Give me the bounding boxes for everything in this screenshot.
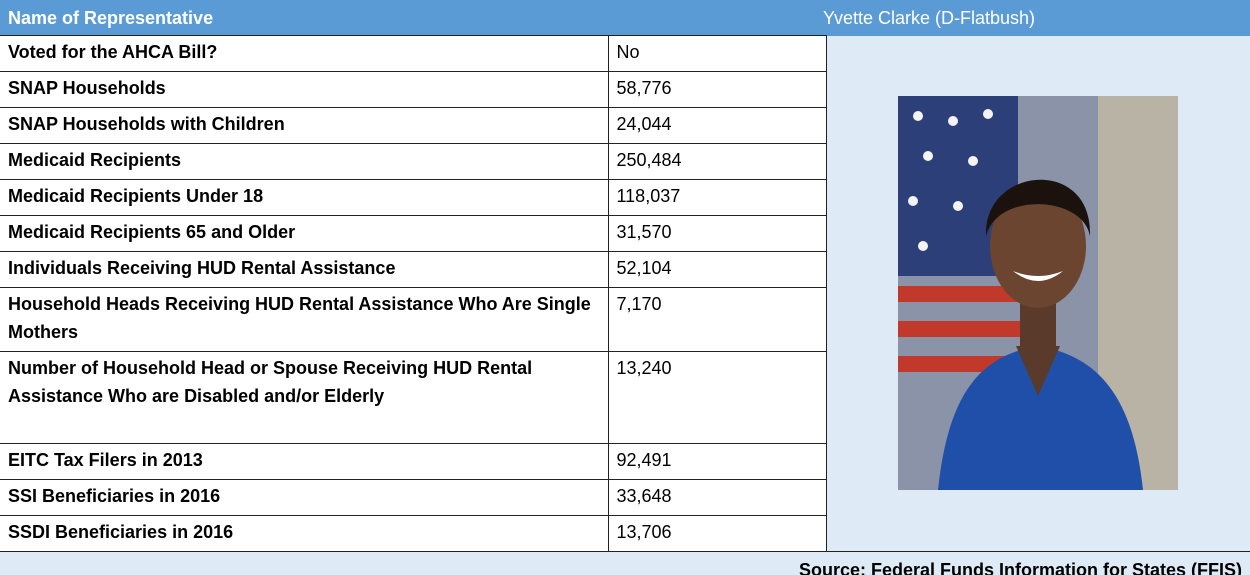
- row-value: 31,570: [607, 215, 827, 252]
- row-label: Medicaid Recipients: [0, 143, 609, 180]
- row-label: Medicaid Recipients 65 and Older: [0, 215, 609, 252]
- row-label: Voted for the AHCA Bill?: [0, 35, 609, 72]
- row-label: Individuals Receiving HUD Rental Assista…: [0, 251, 609, 288]
- row-value: 52,104: [607, 251, 827, 288]
- table-row: Medicaid Recipients Under 18 118,037: [0, 179, 1250, 216]
- table-row: Household Heads Receiving HUD Rental Ass…: [0, 287, 1250, 352]
- table-row: SNAP Households with Children 24,044: [0, 107, 1250, 144]
- row-value: 250,484: [607, 143, 827, 180]
- header-label: Name of Representative: [0, 0, 608, 36]
- table-row: SSDI Beneficiaries in 2016 13,706: [0, 515, 1250, 552]
- row-label: SNAP Households: [0, 71, 609, 108]
- table-row: Voted for the AHCA Bill? No: [0, 35, 1250, 552]
- source-row: Source: Federal Funds Information for St…: [0, 551, 1250, 575]
- row-label: SNAP Households with Children: [0, 107, 609, 144]
- source-note: Source: Federal Funds Information for St…: [0, 551, 1250, 575]
- header-row: Name of Representative Yvette Clarke (D-…: [0, 0, 1250, 36]
- row-value: No: [607, 35, 827, 72]
- row-label: EITC Tax Filers in 2013: [0, 443, 609, 480]
- table-row: EITC Tax Filers in 2013 92,491: [0, 443, 1250, 480]
- row-label: SSI Beneficiaries in 2016: [0, 479, 609, 516]
- row-value: 13,706: [607, 515, 827, 552]
- portrait-photo: [898, 96, 1179, 491]
- row-value: 24,044: [607, 107, 827, 144]
- row-value: 13,240: [607, 351, 827, 444]
- table-row: SSI Beneficiaries in 2016 33,648: [0, 479, 1250, 516]
- row-label: Household Heads Receiving HUD Rental Ass…: [0, 287, 609, 352]
- row-label: Number of Household Head or Spouse Recei…: [0, 351, 609, 444]
- row-label: SSDI Beneficiaries in 2016: [0, 515, 609, 552]
- representative-name: Yvette Clarke (D-Flatbush): [608, 0, 1250, 36]
- table-row: Number of Household Head or Spouse Recei…: [0, 351, 1250, 444]
- table-row: Individuals Receiving HUD Rental Assista…: [0, 251, 1250, 288]
- row-value: 58,776: [607, 71, 827, 108]
- row-label: Medicaid Recipients Under 18: [0, 179, 609, 216]
- table-row: SNAP Households 58,776: [0, 71, 1250, 108]
- row-value: 33,648: [607, 479, 827, 516]
- row-value: 92,491: [607, 443, 827, 480]
- row-value: 118,037: [607, 179, 827, 216]
- photo-cell: [826, 35, 1250, 552]
- row-value: 7,170: [607, 287, 827, 352]
